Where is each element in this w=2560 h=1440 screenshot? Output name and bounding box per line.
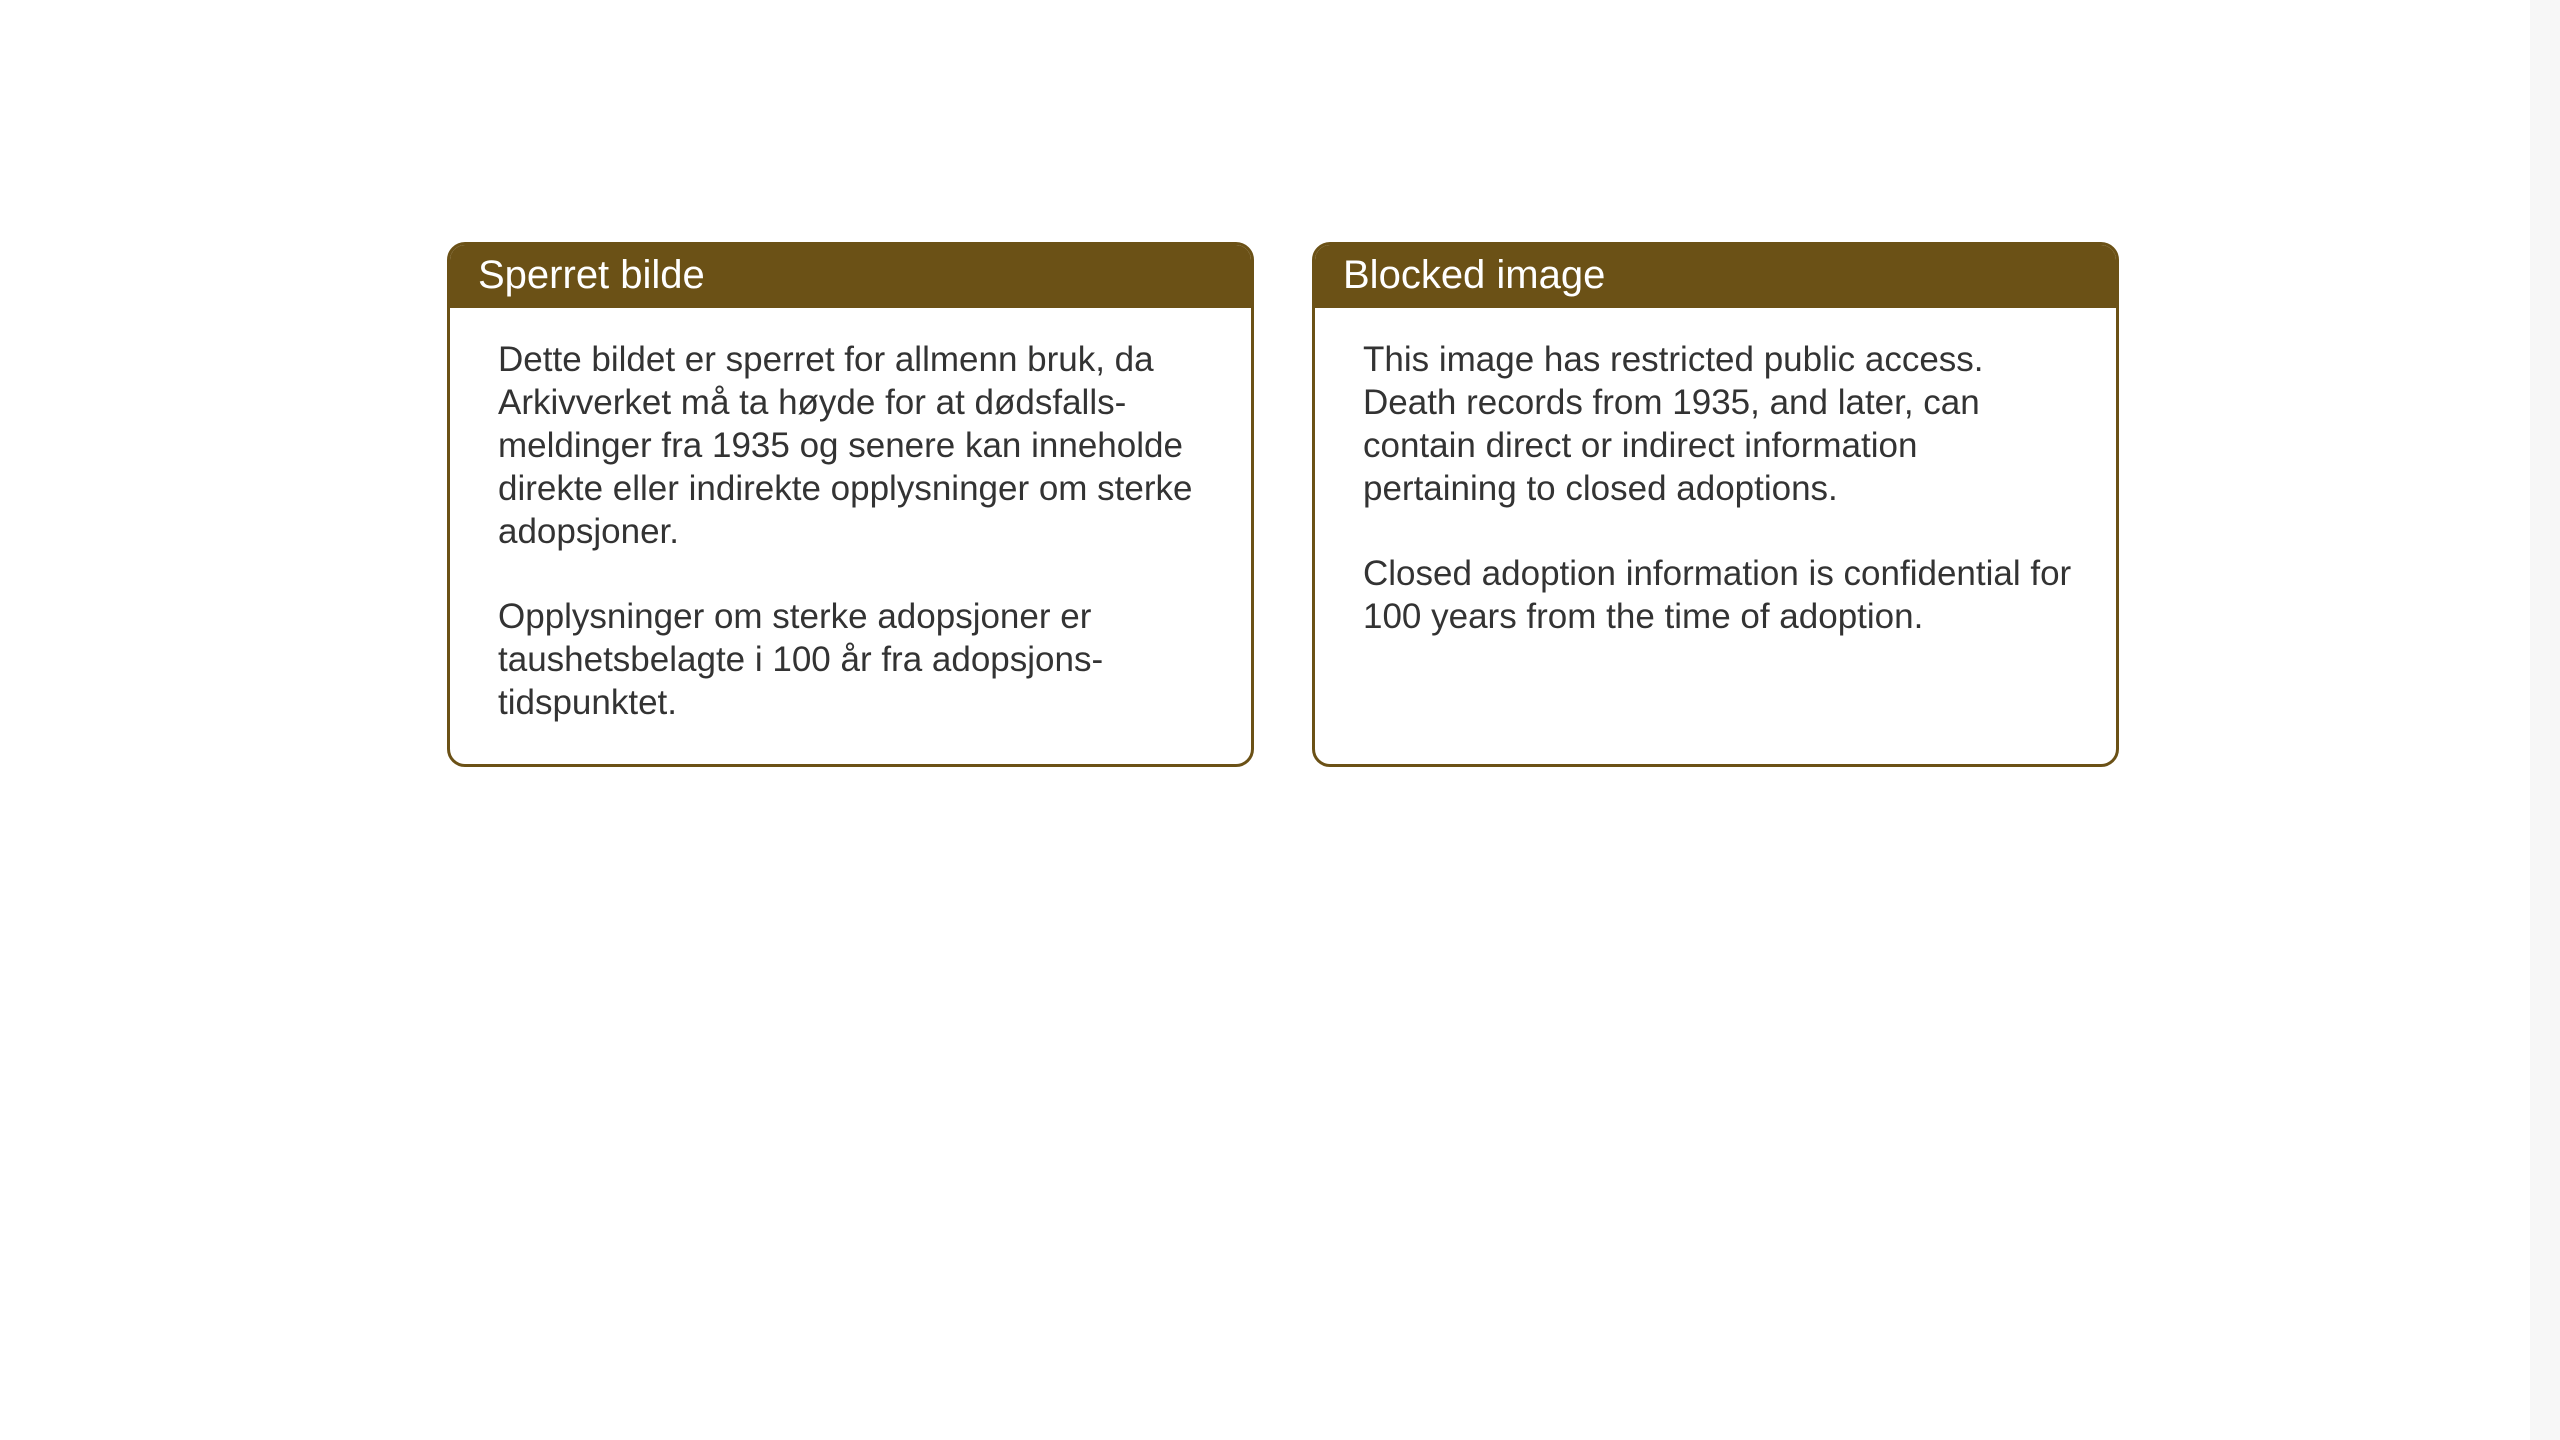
english-notice-title: Blocked image [1315, 245, 2116, 308]
norwegian-notice-box: Sperret bilde Dette bildet er sperret fo… [447, 242, 1254, 767]
norwegian-notice-title: Sperret bilde [450, 245, 1251, 308]
norwegian-notice-body: Dette bildet er sperret for allmenn bruk… [450, 308, 1251, 764]
english-para-1: This image has restricted public access.… [1363, 338, 2074, 510]
scrollbar-track[interactable] [2530, 0, 2560, 1440]
english-para-2: Closed adoption information is confident… [1363, 552, 2074, 638]
norwegian-para-1: Dette bildet er sperret for allmenn bruk… [498, 338, 1209, 553]
notice-container: Sperret bilde Dette bildet er sperret fo… [447, 242, 2119, 767]
english-notice-box: Blocked image This image has restricted … [1312, 242, 2119, 767]
english-notice-body: This image has restricted public access.… [1315, 308, 2116, 678]
norwegian-para-2: Opplysninger om sterke adopsjoner er tau… [498, 595, 1209, 724]
